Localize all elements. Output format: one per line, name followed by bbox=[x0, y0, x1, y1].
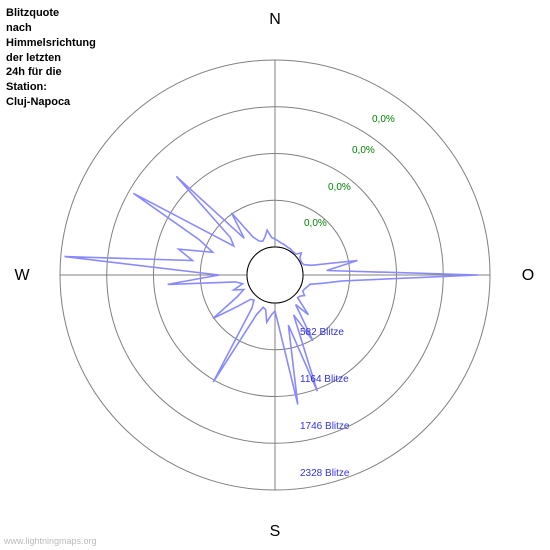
svg-text:0,0%: 0,0% bbox=[352, 145, 375, 156]
svg-text:S: S bbox=[270, 523, 281, 540]
svg-text:1164 Blitze: 1164 Blitze bbox=[300, 374, 349, 385]
svg-text:O: O bbox=[522, 267, 534, 284]
svg-text:1746 Blitze: 1746 Blitze bbox=[300, 421, 350, 432]
svg-text:0,0%: 0,0% bbox=[372, 114, 395, 125]
svg-text:2328 Blitze: 2328 Blitze bbox=[300, 468, 350, 479]
chart-title: Blitzquote nach Himmelsrichtung der letz… bbox=[6, 6, 96, 110]
svg-text:582 Blitze: 582 Blitze bbox=[300, 327, 344, 338]
svg-text:W: W bbox=[14, 267, 30, 284]
watermark: www.lightningmaps.org bbox=[4, 536, 97, 546]
svg-text:N: N bbox=[269, 11, 281, 28]
svg-text:0,0%: 0,0% bbox=[304, 218, 327, 229]
svg-text:0,0%: 0,0% bbox=[328, 182, 351, 193]
